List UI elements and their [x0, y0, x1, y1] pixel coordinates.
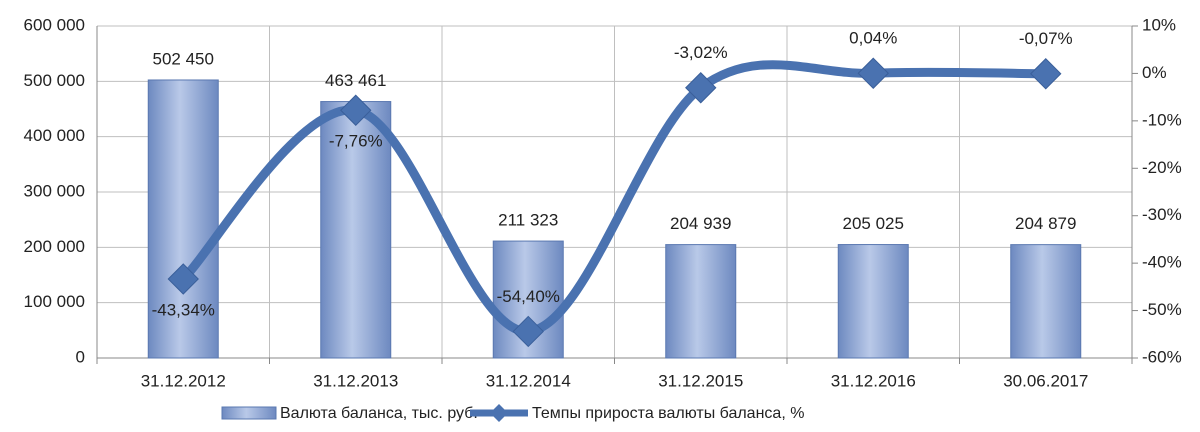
bar-value-label: 211 323: [498, 211, 558, 230]
y2-tick-label: -20%: [1142, 158, 1182, 177]
bar: [837, 244, 909, 359]
bar-value-label: 463 461: [325, 71, 386, 90]
line-value-label: -7,76%: [329, 132, 383, 151]
line-marker: [857, 57, 889, 89]
y-tick-label: 600 000: [24, 15, 85, 34]
line-value-label: -3,02%: [674, 43, 728, 62]
legend-swatch: [221, 406, 277, 420]
bar: [320, 101, 392, 359]
y2-tick-label: -40%: [1142, 253, 1182, 272]
line-marker: [512, 315, 544, 348]
bar: [147, 79, 219, 359]
line-marker: [1030, 58, 1062, 90]
line-value-label: -43,34%: [152, 300, 215, 319]
bar: [1010, 244, 1082, 359]
x-tick-label: 31.12.2013: [313, 371, 398, 390]
line-marker: [340, 94, 372, 126]
y-tick-label: 500 000: [24, 71, 85, 90]
line-value-label: -54,40%: [497, 287, 560, 306]
bar-value-label: 205 025: [843, 214, 904, 233]
y2-tick-label: 0%: [1142, 63, 1167, 82]
y2-tick-label: -50%: [1142, 300, 1182, 319]
bar-value-label: 204 939: [670, 214, 731, 233]
y2-tick-label: -60%: [1142, 347, 1182, 366]
y-tick-label: 400 000: [24, 126, 85, 145]
x-tick-label: 30.06.2017: [1003, 371, 1088, 390]
legend-label: Темпы прироста валюты баланса, %: [532, 405, 804, 422]
x-tick-label: 31.12.2016: [831, 371, 916, 390]
legend-label: Валюта баланса, тыс. руб.: [280, 405, 478, 422]
x-tick-label: 31.12.2012: [141, 371, 226, 390]
x-tick-label: 31.12.2014: [486, 371, 571, 390]
line-marker: [167, 263, 199, 295]
x-tick-label: 31.12.2015: [658, 371, 743, 390]
legend-swatch: [490, 404, 508, 422]
line-value-label: 0,04%: [849, 29, 897, 48]
y2-tick-label: -30%: [1142, 205, 1182, 224]
line-value-label: -0,07%: [1019, 29, 1073, 48]
y-tick-label: 0: [76, 347, 85, 366]
y2-tick-label: 10%: [1142, 15, 1176, 34]
y-tick-label: 200 000: [24, 237, 85, 256]
y-tick-label: 100 000: [24, 292, 85, 311]
bar-value-label: 204 879: [1015, 214, 1076, 233]
bar: [665, 244, 737, 359]
bar-value-label: 502 450: [153, 49, 214, 68]
line-marker: [685, 72, 717, 104]
y2-tick-label: -10%: [1142, 110, 1182, 129]
y-tick-label: 300 000: [24, 181, 85, 200]
